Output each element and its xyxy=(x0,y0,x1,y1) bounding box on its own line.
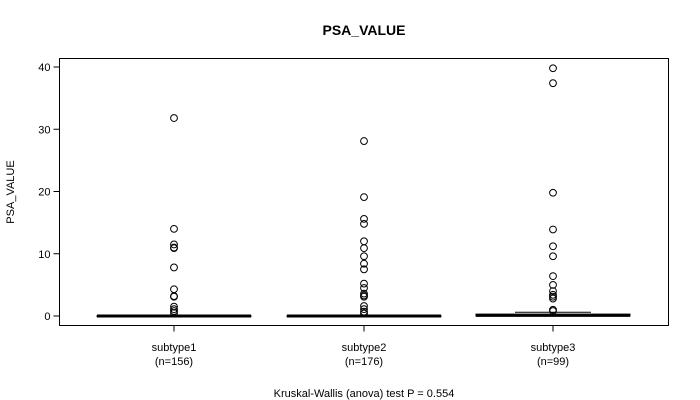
outlier-point xyxy=(170,302,178,311)
outlier-point xyxy=(170,263,178,272)
box-subtype2 xyxy=(286,137,442,318)
outlier-point xyxy=(360,265,368,274)
y-tick-label: 30 xyxy=(38,124,50,136)
outlier-point xyxy=(360,309,368,318)
outlier-point xyxy=(549,280,557,289)
y-tick-label: 10 xyxy=(38,249,50,261)
outlier-point xyxy=(360,237,368,246)
outlier-point xyxy=(360,259,368,268)
outlier-point xyxy=(549,64,557,73)
outlier-point xyxy=(170,308,178,317)
x-tick-label: subtype3 xyxy=(531,342,576,354)
x-tick-label: subtype1 xyxy=(152,342,197,354)
outlier-point xyxy=(549,225,557,234)
outlier-point xyxy=(549,287,557,296)
outlier-point xyxy=(549,252,557,261)
outlier-point xyxy=(360,302,368,310)
outlier-point xyxy=(360,214,368,223)
outlier-point xyxy=(549,307,557,315)
outlier-point xyxy=(170,285,178,294)
x-tick-label: subtype2 xyxy=(342,342,387,354)
y-tick-label: 40 xyxy=(38,62,50,74)
box-subtype3 xyxy=(475,64,631,317)
y-tick-label: 0 xyxy=(44,311,50,323)
outlier-point xyxy=(360,193,368,202)
outlier-point xyxy=(549,79,557,88)
outlier-point xyxy=(549,272,557,281)
outlier-point xyxy=(549,294,557,303)
outlier-point xyxy=(170,292,178,301)
outlier-point xyxy=(360,279,368,288)
y-tick-label: 20 xyxy=(38,187,50,199)
outlier-point xyxy=(170,224,178,233)
y-axis-ticks: 0 10 20 30 40 xyxy=(38,62,60,323)
outlier-point xyxy=(360,292,368,301)
outlier-point xyxy=(360,137,368,145)
outlier-point xyxy=(360,244,368,253)
outlier-point xyxy=(360,252,368,261)
outlier-point xyxy=(549,188,557,197)
outlier-point xyxy=(549,242,557,251)
plot-frame xyxy=(59,58,669,326)
x-tick-count: (n=176) xyxy=(345,356,383,368)
chart-title: PSA_VALUE xyxy=(323,22,406,38)
outlier-point xyxy=(360,284,368,292)
box-subtype1 xyxy=(96,114,252,318)
outlier-point xyxy=(170,114,178,122)
y-axis-label: PSA_VALUE xyxy=(5,160,17,223)
outlier-point xyxy=(360,305,368,314)
outlier-point xyxy=(170,240,178,249)
test-result-footer: Kruskal-Wallis (anova) test P = 0.554 xyxy=(274,388,455,400)
outlier-point xyxy=(170,244,178,253)
x-axis-ticks: subtype1 (n=156) subtype2 (n=176) subtype3 (n… xyxy=(152,325,576,368)
outlier-point xyxy=(360,219,368,228)
x-tick-count: (n=156) xyxy=(155,356,193,368)
boxes-group xyxy=(96,64,631,318)
x-tick-count: (n=99) xyxy=(537,356,569,368)
